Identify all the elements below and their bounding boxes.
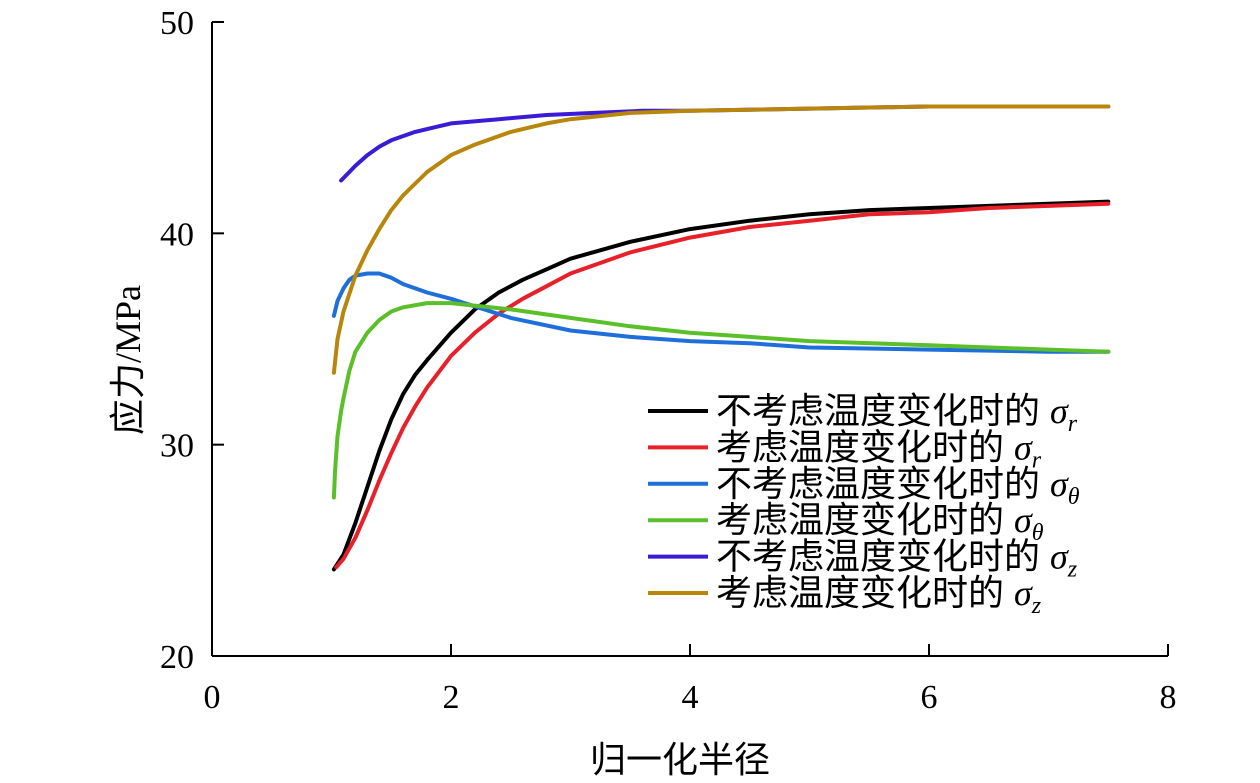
legend-label-text: 不考虑温度变化时的 bbox=[716, 391, 1040, 431]
plot-lines bbox=[331, 104, 1111, 572]
legend-label-subscript: θ bbox=[1068, 484, 1080, 510]
legend-label-symbol: σ bbox=[1050, 537, 1069, 577]
legend-label-text: 考虑温度变化时的 bbox=[716, 427, 1004, 467]
legend-label-4: 考虑温度变化时的 σθ bbox=[716, 500, 1044, 546]
legend-label-subscript: r bbox=[1032, 447, 1042, 473]
series-line-6 bbox=[331, 104, 1111, 375]
legend-label-1: 不考虑温度变化时的 σr bbox=[716, 391, 1078, 437]
axes: 20 30 40 50 0 2 4 6 8 bbox=[160, 5, 1177, 716]
legend-label-2: 考虑温度变化时的 σr bbox=[716, 427, 1042, 473]
legend-label-symbol: σ bbox=[1014, 573, 1033, 613]
series-line-4 bbox=[331, 301, 1111, 500]
y-axis-title: 应力/MPa bbox=[108, 285, 148, 435]
legend-label-3: 不考虑温度变化时的 σθ bbox=[716, 464, 1080, 510]
legend-label-symbol: σ bbox=[1014, 427, 1033, 467]
y-tick-label: 40 bbox=[160, 216, 194, 253]
series-line-1 bbox=[331, 199, 1111, 572]
legend-label-subscript: θ bbox=[1032, 520, 1044, 546]
legend-label-6: 考虑温度变化时的 σz bbox=[716, 573, 1042, 619]
legend-label-5: 不考虑温度变化时的 σz bbox=[716, 537, 1078, 583]
legend-label-text: 考虑温度变化时的 bbox=[716, 500, 1004, 540]
x-axis-title: 归一化半径 bbox=[590, 740, 770, 780]
x-tick-label: 0 bbox=[204, 679, 221, 716]
legend-label-symbol: σ bbox=[1014, 500, 1033, 540]
legend-label-symbol: σ bbox=[1050, 464, 1069, 504]
y-tick-label: 20 bbox=[160, 639, 194, 676]
legend-label-text: 不考虑温度变化时的 bbox=[716, 464, 1040, 504]
legend-label-subscript: z bbox=[1067, 557, 1078, 583]
series-line-2 bbox=[334, 201, 1111, 570]
y-tick-label: 30 bbox=[160, 428, 194, 465]
legend-label-subscript: r bbox=[1068, 411, 1078, 437]
x-tick-label: 8 bbox=[1160, 679, 1177, 716]
legend-label-symbol: σ bbox=[1050, 391, 1069, 431]
x-tick-label: 4 bbox=[682, 679, 699, 716]
x-tick-label: 6 bbox=[921, 679, 938, 716]
series-line-5 bbox=[339, 104, 1111, 183]
legend-label-text: 考虑温度变化时的 bbox=[716, 573, 1004, 613]
y-tick-label: 50 bbox=[160, 5, 194, 42]
x-tick-label: 2 bbox=[443, 679, 460, 716]
series-line-3 bbox=[331, 271, 1111, 354]
legend-label-subscript: z bbox=[1031, 593, 1042, 619]
legend-label-text: 不考虑温度变化时的 bbox=[716, 537, 1040, 577]
